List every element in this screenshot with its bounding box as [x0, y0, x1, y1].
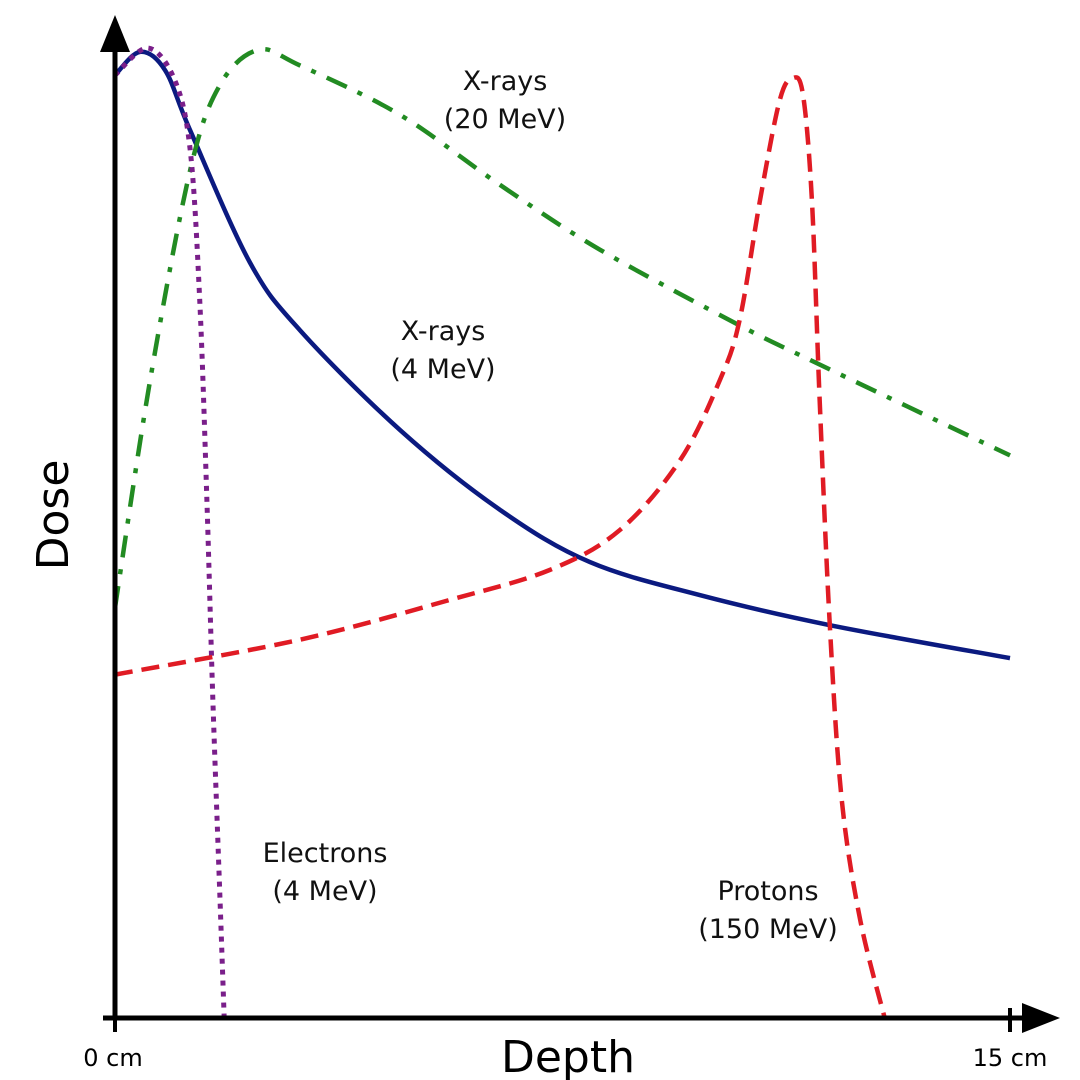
- series-line-3: [114, 75, 887, 1019]
- series-line-1: [112, 46, 1011, 609]
- series-line-0: [113, 49, 1011, 661]
- series-label-2-line-0: Electrons: [263, 838, 388, 869]
- series-label-2-line-1: (4 MeV): [272, 876, 377, 907]
- series-label-0-line-0: X-rays: [401, 316, 486, 347]
- series-label-1-line-0: X-rays: [463, 66, 548, 97]
- x-tick-label-0: 0 cm: [83, 1044, 142, 1072]
- curves: [112, 45, 1011, 1019]
- x-axis: 0 cm 15 cm: [83, 1003, 1060, 1072]
- series-label-1-line-1: (20 MeV): [444, 104, 566, 135]
- series-line-2: [113, 45, 227, 1019]
- series-label-3-line-0: Protons: [717, 876, 818, 907]
- y-axis-arrow-icon: [100, 15, 130, 52]
- series-label-0-line-1: (4 MeV): [390, 354, 495, 385]
- y-axis-title: Dose: [28, 460, 79, 571]
- series-label-3-line-1: (150 MeV): [698, 914, 838, 945]
- series-labels: X-rays (4 MeV) X-rays (20 MeV) Electrons (4 M…: [263, 66, 838, 945]
- x-axis-arrow-icon: [1022, 1003, 1060, 1033]
- x-axis-title: Depth: [501, 1032, 635, 1080]
- y-axis: [100, 15, 130, 1020]
- x-tick-label-15: 15 cm: [973, 1044, 1048, 1072]
